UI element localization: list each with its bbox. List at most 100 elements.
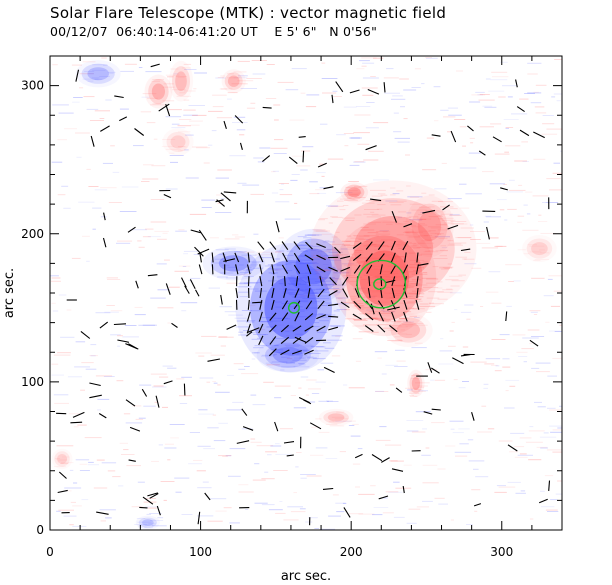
vector-mark xyxy=(149,493,159,499)
vector-mark xyxy=(317,162,327,168)
vector-mark xyxy=(226,324,237,330)
vector-mark xyxy=(235,288,239,298)
vector-mark xyxy=(298,136,306,138)
subtitle-east: E 5' 6" xyxy=(274,24,317,39)
vector-mark xyxy=(165,283,171,295)
vector-mark xyxy=(317,288,325,298)
vector-mark xyxy=(247,327,260,334)
vector-mark xyxy=(181,277,187,288)
vector-mark xyxy=(98,413,107,419)
vector-mark xyxy=(271,264,275,275)
vector-mark xyxy=(515,79,518,88)
vector-mark xyxy=(268,348,277,357)
vector-mark xyxy=(234,252,240,263)
vector-mark xyxy=(239,142,243,150)
vector-mark xyxy=(223,120,227,129)
vector-mark xyxy=(280,336,290,345)
region-positive-speck-1 xyxy=(405,369,430,397)
vector-mark xyxy=(302,150,305,163)
vector-mark xyxy=(316,266,326,273)
chart-subtitle: 00/12/07 06:40:14-06:41:20 UT E 5' 6" N … xyxy=(50,24,377,39)
vector-mark xyxy=(102,237,107,248)
vector-mark xyxy=(236,440,250,444)
vector-mark xyxy=(365,253,373,262)
vector-mark xyxy=(328,315,339,318)
vector-mark xyxy=(134,128,145,136)
vector-mark xyxy=(142,496,154,505)
vector-mark xyxy=(452,357,464,365)
vector-mark xyxy=(427,362,433,373)
vector-mark xyxy=(234,115,244,124)
vector-mark xyxy=(158,103,170,112)
vector-mark xyxy=(340,301,350,309)
vector-mark xyxy=(199,252,202,263)
vector-mark xyxy=(387,306,400,311)
vector-mark xyxy=(298,397,310,404)
vector-mark xyxy=(341,276,349,286)
vector-mark xyxy=(293,241,301,250)
vector-mark xyxy=(307,276,311,287)
vector-mark xyxy=(292,336,302,344)
vector-mark xyxy=(380,276,383,287)
vector-mark xyxy=(365,241,373,250)
vector-mark xyxy=(247,276,250,287)
vector-mark xyxy=(207,358,221,362)
vector-mark xyxy=(155,395,160,408)
region-positive-blob-north xyxy=(340,182,369,203)
vector-mark xyxy=(135,280,139,289)
vector-mark xyxy=(294,336,307,343)
vector-mark xyxy=(377,324,386,333)
vector-mark xyxy=(402,240,409,251)
vector-mark xyxy=(125,343,138,350)
vector-mark xyxy=(316,314,326,320)
vector-mark xyxy=(328,290,338,296)
subtitle-north: N 0'56" xyxy=(329,24,378,39)
vector-mark xyxy=(403,299,408,310)
vector-mark xyxy=(198,229,207,241)
vector-mark xyxy=(395,387,403,393)
region-negative-speck-bottom xyxy=(134,515,164,530)
vector-mark xyxy=(478,150,486,156)
magnetogram-field xyxy=(50,57,562,530)
vector-mark xyxy=(189,279,196,289)
vector-mark xyxy=(548,480,551,491)
vector-mark xyxy=(194,246,204,257)
vector-mark xyxy=(252,301,263,304)
vector-mark xyxy=(292,325,302,332)
vector-mark xyxy=(247,252,250,263)
vector-mark xyxy=(353,300,362,309)
vector-mark xyxy=(371,454,383,462)
vector-mark xyxy=(147,274,158,277)
vector-mark xyxy=(403,223,413,228)
vector-mark xyxy=(259,299,263,310)
vector-mark xyxy=(415,299,420,310)
vector-mark xyxy=(211,252,214,263)
x-tick-label: 0 xyxy=(46,545,54,559)
vector-mark xyxy=(293,264,301,274)
vector-mark xyxy=(275,220,280,233)
vector-mark xyxy=(280,324,289,333)
vector-mark xyxy=(274,421,279,432)
vector-mark xyxy=(197,248,210,255)
vector-mark xyxy=(352,313,362,320)
vector-mark xyxy=(415,264,419,275)
vector-mark xyxy=(114,95,124,99)
vector-mark xyxy=(295,276,299,287)
vector-mark xyxy=(404,252,407,263)
background-noise xyxy=(50,57,562,530)
y-tick-label: 300 xyxy=(21,79,44,93)
vector-mark xyxy=(281,300,288,310)
vector-mark xyxy=(294,288,300,298)
vector-mark xyxy=(141,388,148,397)
vector-mark xyxy=(418,263,429,266)
vector-mark xyxy=(258,252,264,263)
vector-mark xyxy=(342,288,349,298)
vector-mark xyxy=(128,459,136,462)
region-positive-topleft-4 xyxy=(161,128,194,156)
vector-mark xyxy=(183,383,186,396)
vector-mark xyxy=(305,241,313,250)
vector-mark xyxy=(163,193,172,199)
vector-mark xyxy=(500,187,508,191)
vector-mark xyxy=(223,258,236,262)
vector-mark xyxy=(307,288,311,298)
